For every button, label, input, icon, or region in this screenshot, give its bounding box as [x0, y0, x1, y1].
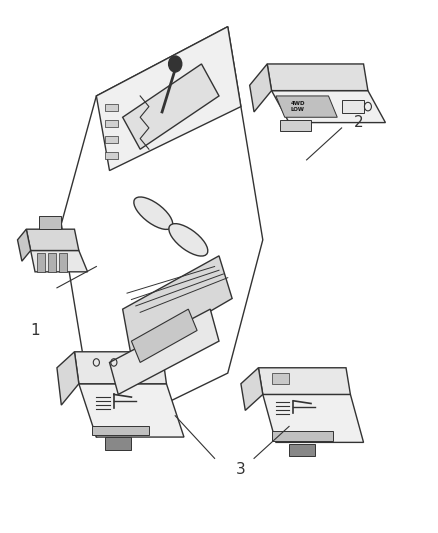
Bar: [105, 152, 118, 159]
Bar: [342, 100, 364, 113]
Polygon shape: [267, 64, 368, 91]
Polygon shape: [123, 64, 219, 149]
Ellipse shape: [134, 197, 173, 229]
Polygon shape: [272, 91, 385, 123]
Bar: [105, 136, 118, 143]
Polygon shape: [110, 309, 219, 394]
Polygon shape: [31, 251, 88, 272]
Bar: [59, 253, 67, 272]
Text: 2: 2: [354, 115, 364, 130]
Text: 4WD
LOW: 4WD LOW: [290, 101, 305, 112]
Polygon shape: [263, 394, 364, 442]
Bar: [105, 104, 118, 111]
Polygon shape: [96, 27, 241, 171]
Polygon shape: [241, 368, 263, 410]
Bar: [105, 120, 118, 127]
Circle shape: [169, 56, 182, 72]
Polygon shape: [18, 229, 31, 261]
Polygon shape: [123, 256, 232, 357]
Bar: [92, 426, 149, 435]
Polygon shape: [57, 352, 79, 405]
Polygon shape: [26, 229, 79, 251]
Polygon shape: [131, 309, 197, 362]
Bar: [48, 253, 56, 272]
Bar: [280, 120, 311, 131]
Polygon shape: [250, 64, 272, 112]
Text: 1: 1: [30, 323, 40, 338]
Bar: [272, 373, 289, 384]
Polygon shape: [276, 96, 337, 117]
Bar: [272, 431, 333, 441]
Polygon shape: [258, 368, 350, 394]
Polygon shape: [74, 352, 166, 384]
Polygon shape: [39, 216, 61, 229]
Bar: [289, 444, 315, 456]
Ellipse shape: [169, 224, 208, 256]
Polygon shape: [79, 384, 184, 437]
Bar: [37, 253, 45, 272]
Text: 3: 3: [236, 462, 246, 477]
Bar: [105, 437, 131, 450]
